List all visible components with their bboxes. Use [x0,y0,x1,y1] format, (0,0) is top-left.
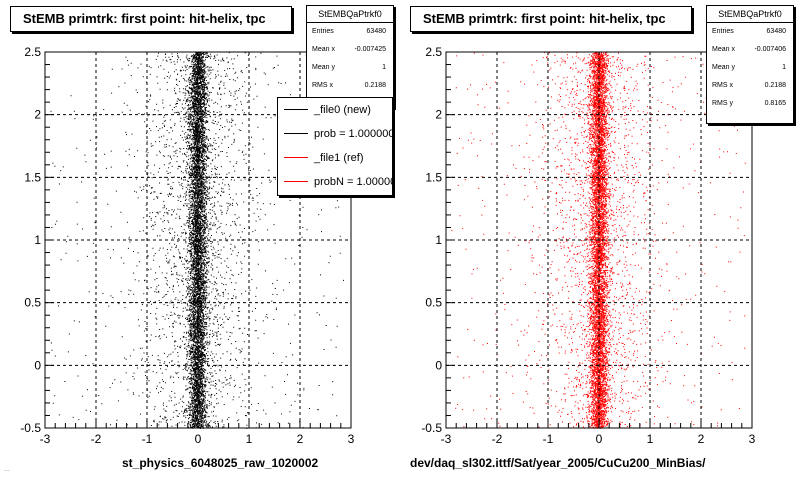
x-tick-label: 0 [195,432,202,446]
y-tick-label: 0.5 [425,296,442,310]
y-tick-label: 2.5 [24,45,41,59]
right-stats-title: StEMBQaPtrkf0 [707,6,793,23]
y-tick-label: 1 [34,233,41,247]
right-stats-row: RMS y 0.8165 [712,100,786,107]
legend: _file0 (new) prob = 1.000000 _file1 (ref… [277,97,393,196]
left-stats-row: Entries 63480 [312,28,386,35]
left-x-axis-label: st_physics_6048025_raw_1020002 [122,456,319,470]
y-tick-label: 0 [34,358,41,372]
x-tick-label: -1 [142,432,153,446]
right-x-axis-label: dev/daq_sl302.ittf/Sat/year_2005/CuCu200… [410,456,706,470]
y-tick-label: 1.5 [425,170,442,184]
left-stats-row: RMS x 0.2188 [312,82,386,89]
x-tick-label: -3 [40,432,51,446]
right-stats-row: Mean x -0.007406 [712,46,786,53]
y-tick-label: 0.5 [24,296,41,310]
right-stats-row: Entries 63480 [712,28,786,35]
x-tick-label: 3 [749,432,756,446]
x-tick-label: 1 [246,432,253,446]
right-stats-box: StEMBQaPtrkf0 Entries 63480 Mean x -0.0074… [706,5,794,124]
legend-item: _file0 (new) [278,98,392,122]
y-tick-label: 2.5 [425,45,442,59]
x-tick-label: 2 [698,432,705,446]
legend-item: probN = 1.000000 [278,170,392,194]
x-tick-label: -1 [543,432,554,446]
y-tick-label: 1 [435,233,442,247]
y-tick-label: -0.5 [20,421,41,435]
x-tick-label: 0 [596,432,603,446]
left-stats-box: StEMBQaPtrkf0 Entries 63480 Mean x -0.0074… [306,5,394,108]
y-tick-label: 2 [435,108,442,122]
left-stats-row: Mean x -0.007425 [312,46,386,53]
x-tick-label: -2 [492,432,503,446]
legend-item: _file1 (ref) [278,146,392,170]
right-stats-row: RMS x 0.2188 [712,82,786,89]
left-chart-title: StEMB primtrk: first point: hit-helix, t… [10,6,292,32]
legend-item: prob = 1.000000 [278,122,392,146]
x-tick-label: 2 [297,432,304,446]
right-chart-title: StEMB primtrk: first point: hit-helix, t… [410,6,692,32]
x-tick-label: -3 [441,432,452,446]
y-tick-label: 0 [435,358,442,372]
y-tick-label: 2 [34,108,41,122]
x-tick-label: 1 [647,432,654,446]
left-stats-title: StEMBQaPtrkf0 [307,6,393,23]
x-tick-label: -2 [91,432,102,446]
left-footer-text: ... [4,466,10,473]
y-tick-label: 1.5 [24,170,41,184]
x-tick-label: 3 [348,432,355,446]
y-tick-label: -0.5 [421,421,442,435]
